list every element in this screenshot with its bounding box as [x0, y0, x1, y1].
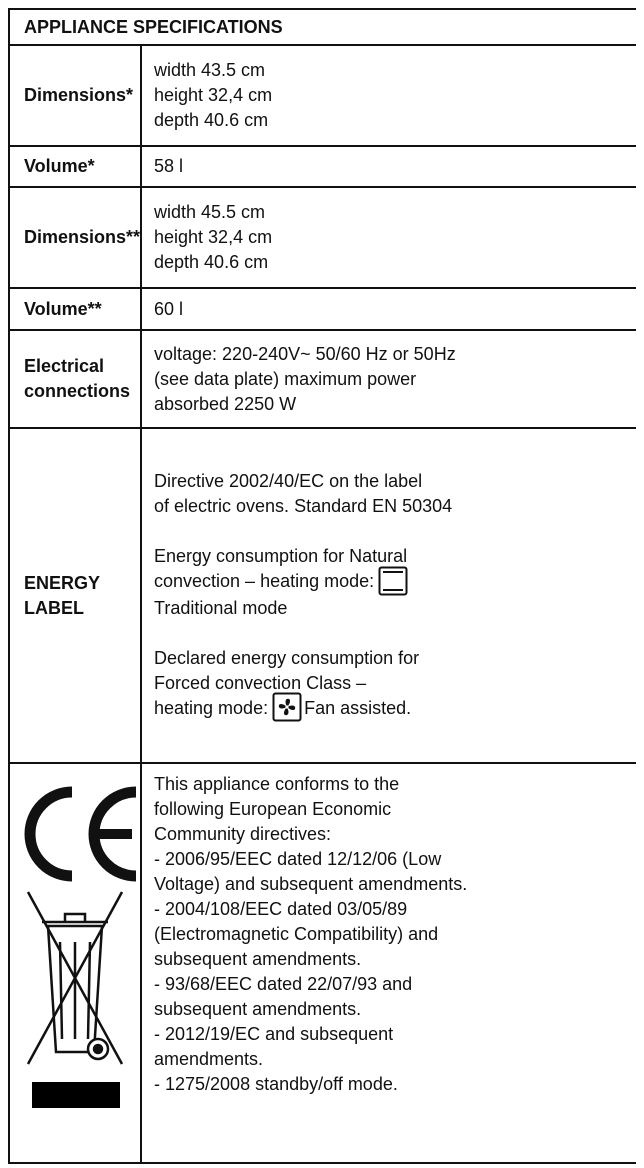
- line: This appliance conforms to the: [154, 774, 400, 794]
- text: convection – heating mode:: [154, 571, 375, 592]
- line: - 2004/108/EEC dated 03/05/89: [154, 899, 408, 919]
- row: Electrical connections voltage: 220-240V…: [8, 329, 636, 429]
- text: Fan assisted.: [304, 697, 412, 718]
- line: Directive 2002/40/EC on the label: [154, 471, 423, 492]
- paragraph: Declared energy consumption for Forced c…: [154, 646, 636, 722]
- line: 60 l: [154, 298, 184, 319]
- line: Declared energy consumption for: [154, 647, 420, 668]
- row-label: Dimensions*: [8, 44, 142, 147]
- row-value: Directive 2002/40/EC on the label of ele…: [139, 427, 636, 764]
- line: depth 40.6 cm: [154, 110, 269, 130]
- line: amendments.: [154, 1049, 264, 1069]
- row-label: Volume**: [8, 287, 142, 331]
- row: Dimensions** width 45.5 cm height 32,4 c…: [8, 186, 636, 289]
- row-value: width 45.5 cm height 32,4 cm depth 40.6 …: [139, 186, 636, 289]
- line: (Electromagnetic Compatibility) and: [154, 924, 439, 944]
- line: Community directives:: [154, 824, 332, 844]
- fan-icon: [272, 692, 302, 722]
- weee-bin: [26, 891, 124, 1065]
- line: subsequent amendments.: [154, 999, 362, 1019]
- line: (see data plate) maximum power: [154, 368, 417, 389]
- line: following European Economic: [154, 799, 392, 819]
- line: - 2012/19/EC and subsequent: [154, 1024, 394, 1044]
- paragraph: Energy consumption for Natural convectio…: [154, 544, 636, 620]
- symbols-cell: [8, 762, 142, 1164]
- row-value: voltage: 220-240V~ 50/60 Hz or 50Hz (see…: [139, 329, 636, 429]
- compliance-row: This appliance conforms to the following …: [8, 762, 636, 1164]
- compliance-text: This appliance conforms to the following …: [139, 762, 636, 1164]
- line: width 45.5 cm: [154, 202, 266, 222]
- line: - 1275/2008 standby/off mode.: [154, 1074, 398, 1094]
- spec-sheet: APPLIANCE SPECIFICATIONS Dimensions* wid…: [8, 8, 636, 1168]
- header-row: APPLIANCE SPECIFICATIONS: [8, 8, 636, 46]
- line: Forced convection Class –: [154, 672, 367, 693]
- line: voltage: 220-240V~ 50/60 Hz or 50Hz: [154, 343, 456, 364]
- line: depth 40.6 cm: [154, 252, 269, 272]
- row-value: width 43.5 cm height 32,4 cm depth 40.6 …: [139, 44, 636, 147]
- spec-table: APPLIANCE SPECIFICATIONS Dimensions* wid…: [8, 8, 636, 1164]
- line: Voltage) and subsequent amendments.: [154, 874, 468, 894]
- line: width 43.5 cm: [154, 60, 266, 80]
- row-label: Electrical connections: [8, 329, 142, 429]
- table-title: APPLIANCE SPECIFICATIONS: [8, 8, 636, 46]
- line: height 32,4 cm: [154, 85, 273, 105]
- symbols: [24, 786, 137, 1108]
- row-label: ENERGY LABEL: [8, 427, 142, 764]
- row: Volume* 58 l: [8, 145, 636, 188]
- line: Energy consumption for Natural: [154, 546, 408, 567]
- line: of electric ovens. Standard EN 50304: [154, 496, 453, 517]
- line: Traditional mode: [154, 597, 288, 618]
- line: heating mode: Fan assisted.: [154, 692, 636, 722]
- line: subsequent amendments.: [154, 949, 362, 969]
- line: 58 l: [154, 156, 184, 176]
- row-label: Volume*: [8, 145, 142, 188]
- line: - 93/68/EEC dated 22/07/93 and: [154, 974, 413, 994]
- row: Dimensions* width 43.5 cm height 32,4 cm…: [8, 44, 636, 147]
- row: Volume** 60 l: [8, 287, 636, 331]
- line: - 2006/95/EEC dated 12/12/06 (Low: [154, 849, 442, 869]
- text: heating mode:: [154, 697, 269, 718]
- traditional-mode-icon: [378, 566, 408, 595]
- weee-bar: [32, 1082, 120, 1108]
- energy-row: ENERGY LABEL Directive 2002/40/EC on the…: [8, 427, 636, 764]
- line: absorbed 2250 W: [154, 393, 297, 414]
- line: convection – heating mode:: [154, 566, 636, 595]
- paragraph: Directive 2002/40/EC on the label of ele…: [154, 469, 636, 519]
- row-value: 58 l: [139, 145, 636, 188]
- row-value: 60 l: [139, 287, 636, 331]
- line: height 32,4 cm: [154, 227, 273, 247]
- row-label: Dimensions**: [8, 186, 142, 289]
